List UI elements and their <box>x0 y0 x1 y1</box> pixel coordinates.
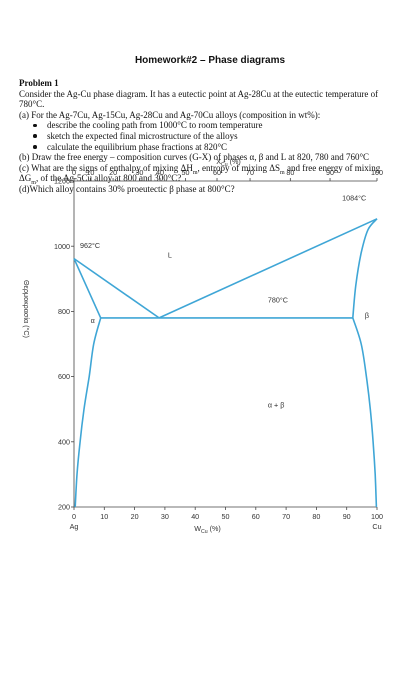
part-c: (c) What are the signs of enthalpy of mi… <box>19 162 399 187</box>
y-tick-label: 400 <box>58 437 70 446</box>
solvus-alpha-curve <box>74 317 102 508</box>
solidus-beta-curve <box>352 218 378 318</box>
x-bottom-tick-label: 90 <box>343 512 351 521</box>
x-bottom-tick-label: 60 <box>252 512 260 521</box>
problem-text: Problem 1 Consider the Ag-Cu phase diagr… <box>19 78 399 195</box>
liquidus-left-line <box>73 257 160 319</box>
bullet-item: sketch the expected final microstructure… <box>33 131 399 142</box>
part-b: (b) Draw the free energy – composition c… <box>19 152 370 163</box>
part-c-sub-3: m <box>31 180 36 187</box>
part-c-text-1: (c) What are the signs of enthalpy of mi… <box>19 162 193 173</box>
cu-end-label: Cu <box>372 522 381 531</box>
x-bottom-tick-label: 20 <box>131 512 139 521</box>
phase-annotation: 780°C <box>268 295 288 304</box>
phase-annotation: β <box>365 311 369 320</box>
problem-heading: Problem 1 <box>19 78 59 88</box>
y-axis-label: Θερμοκρασία (°C) <box>22 280 31 338</box>
y-tick-label: 1000 <box>54 242 70 251</box>
problem-intro: Consider the Ag-Cu phase diagram. It has… <box>19 88 379 110</box>
y-tick-label: 600 <box>58 372 70 381</box>
phase-annotation: α + β <box>268 401 284 410</box>
x-bottom-tick-label: 40 <box>191 512 199 521</box>
liquidus-right-line <box>158 218 378 319</box>
part-c-text-4: , of the Ag-5Cu alloy at 800 and 300°C? <box>35 173 182 184</box>
part-a: (a) For the Ag-7Cu, Ag-15Cu, Ag-28Cu and… <box>19 109 321 120</box>
solidus-alpha-line <box>73 258 102 319</box>
y-tick-label: 800 <box>58 307 70 316</box>
part-c-sub-1: m <box>192 169 198 176</box>
x-bottom-tick-label: 50 <box>222 512 230 521</box>
part-c-text-3: and free energy of mixing ΔG <box>19 162 381 184</box>
x-bottom-tick-label: 30 <box>161 512 169 521</box>
x-bottom-tick-label: 100 <box>371 512 383 521</box>
bullet-item: describe the cooling path from 1000°C to… <box>33 120 399 131</box>
solvus-beta-curve <box>352 317 378 508</box>
part-d: (d)Which alloy contains 30% proeutectic … <box>19 183 235 194</box>
ag-end-label: Ag <box>70 522 79 531</box>
x-bottom-tick-label: 0 <box>72 512 76 521</box>
part-c-text-2: , entropy of mixing ΔS <box>197 162 281 173</box>
part-a-bullets: describe the cooling path from 1000°C to… <box>19 120 399 152</box>
y-tick-label: 200 <box>58 503 70 512</box>
part-c-sub-2: m <box>280 169 285 176</box>
bottom-axis-label: WCu (%) <box>194 524 221 535</box>
phase-annotation: 962°C <box>80 241 100 250</box>
phase-annotation: α <box>91 316 95 325</box>
bullet-item: calculate the equilibrium phase fraction… <box>33 142 399 153</box>
page-title: Homework#2 – Phase diagrams <box>134 55 286 66</box>
phase-annotation: L <box>168 251 172 260</box>
phase-annotation: 1084°C <box>342 194 366 203</box>
x-bottom-tick-label: 70 <box>282 512 290 521</box>
x-bottom-tick-label: 10 <box>100 512 108 521</box>
x-bottom-tick-label: 80 <box>312 512 320 521</box>
